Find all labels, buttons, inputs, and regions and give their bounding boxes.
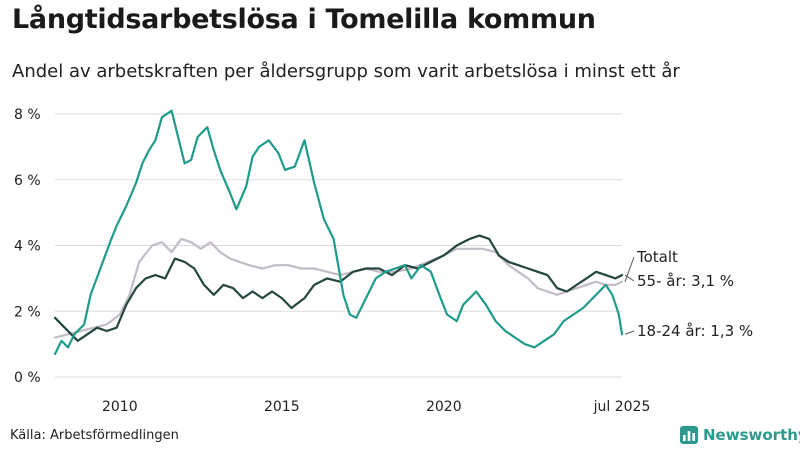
x-tick-label: jul 2025 bbox=[593, 399, 651, 415]
y-tick-label: 4 % bbox=[14, 239, 41, 255]
x-tick-label: 2020 bbox=[426, 399, 462, 415]
x-tick-label: 2010 bbox=[102, 399, 138, 415]
series-label: Totalt bbox=[636, 248, 678, 266]
source-note: Källa: Arbetsförmedlingen bbox=[10, 428, 179, 443]
bar-chart-icon bbox=[680, 426, 698, 444]
y-tick-label: 8 % bbox=[14, 107, 41, 123]
series-line-totalt bbox=[53, 237, 624, 339]
series-label: 18-24 år: 1,3 % bbox=[637, 322, 753, 340]
y-tick-label: 0 % bbox=[14, 370, 41, 386]
series-layer bbox=[53, 109, 624, 356]
x-tick-label: 2015 bbox=[264, 399, 300, 415]
label-connector bbox=[624, 274, 635, 282]
chart-subtitle: Andel av arbetskraften per åldersgrupp s… bbox=[12, 61, 680, 82]
series-line-55-r bbox=[53, 234, 624, 342]
y-tick-label: 2 % bbox=[14, 304, 41, 320]
grid-layer bbox=[55, 113, 622, 378]
series-label: 55- år: 3,1 % bbox=[637, 272, 734, 290]
brand-logo: Newsworthy bbox=[680, 426, 800, 444]
axis-layer: 0 % 2 % 4 % 6 % 8 % 2010 2015 2020 jul 2025 bbox=[14, 107, 650, 415]
chart-title: Långtidsarbetslösa i Tomelilla kommun bbox=[12, 4, 596, 35]
label-layer: Totalt 55- år: 3,1 % 18-24 år: 1,3 % bbox=[624, 248, 753, 340]
label-connector bbox=[624, 256, 635, 282]
label-connector bbox=[624, 330, 635, 335]
brand-name: Newsworthy bbox=[703, 426, 800, 444]
y-tick-label: 6 % bbox=[14, 173, 41, 189]
series-line-18-24-r bbox=[53, 109, 624, 356]
